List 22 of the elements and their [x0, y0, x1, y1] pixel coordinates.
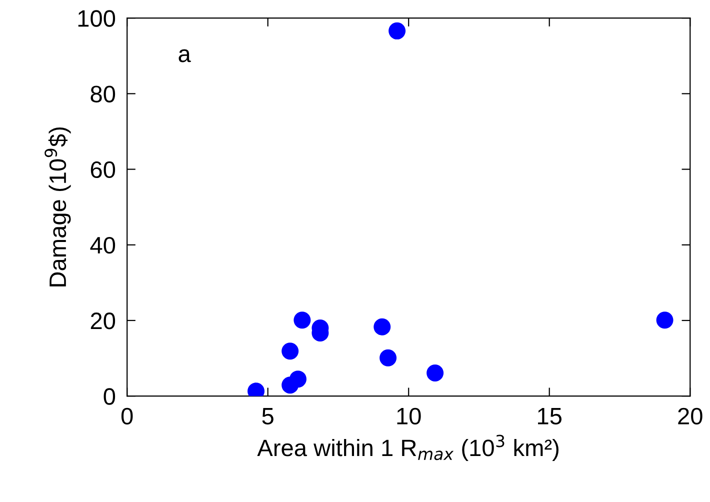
x-tick-label: 10 [397, 408, 421, 425]
y-tick-label: 60 [90, 161, 116, 178]
y-axis-title: Damage (10$^{9}$$) [44, 127, 71, 286]
point [388, 22, 406, 40]
x-tick-label: 5 [262, 408, 274, 425]
point [426, 364, 444, 382]
point [380, 349, 397, 366]
point [374, 318, 391, 336]
y-tick-label: 20 [90, 312, 116, 330]
point [289, 370, 306, 388]
y-tick-label: 0 [104, 388, 116, 405]
point [656, 312, 674, 329]
annotation: a [178, 49, 191, 62]
y-tick-label: 100 [78, 10, 116, 27]
x-tick-label: 20 [678, 408, 702, 425]
x-tick-label: 15 [538, 408, 562, 425]
y-tick-label: 40 [90, 236, 116, 254]
point [294, 312, 311, 329]
x-tick-label: 0 [121, 408, 133, 425]
point [282, 342, 299, 360]
x-axis-title: Area within 1 R$_{max}$ (10$^{3}$ km²) [257, 434, 558, 461]
y-tick-label: 80 [90, 86, 116, 102]
